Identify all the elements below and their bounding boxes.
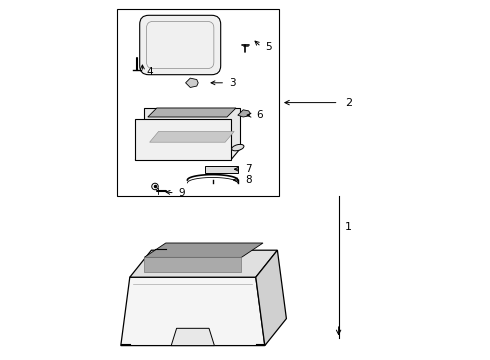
Polygon shape: [135, 149, 240, 160]
Text: 6: 6: [256, 110, 263, 120]
Text: 7: 7: [245, 164, 252, 174]
Bar: [205, 166, 238, 173]
Polygon shape: [148, 108, 236, 117]
Polygon shape: [144, 243, 263, 257]
Bar: [117, 9, 279, 196]
Polygon shape: [149, 131, 234, 142]
Polygon shape: [238, 110, 250, 117]
Text: 8: 8: [245, 175, 252, 185]
Text: 4: 4: [146, 67, 152, 77]
Polygon shape: [121, 277, 265, 346]
Polygon shape: [144, 108, 240, 149]
Polygon shape: [186, 78, 198, 87]
Text: 5: 5: [265, 42, 271, 52]
Polygon shape: [256, 250, 286, 346]
FancyBboxPatch shape: [140, 15, 220, 75]
Text: 1: 1: [345, 222, 352, 232]
Polygon shape: [144, 257, 242, 272]
Text: 2: 2: [345, 98, 352, 108]
Ellipse shape: [232, 144, 244, 151]
Polygon shape: [130, 250, 277, 277]
Polygon shape: [171, 328, 215, 346]
Text: 9: 9: [178, 188, 185, 198]
Polygon shape: [135, 119, 231, 160]
Text: 3: 3: [229, 78, 235, 88]
